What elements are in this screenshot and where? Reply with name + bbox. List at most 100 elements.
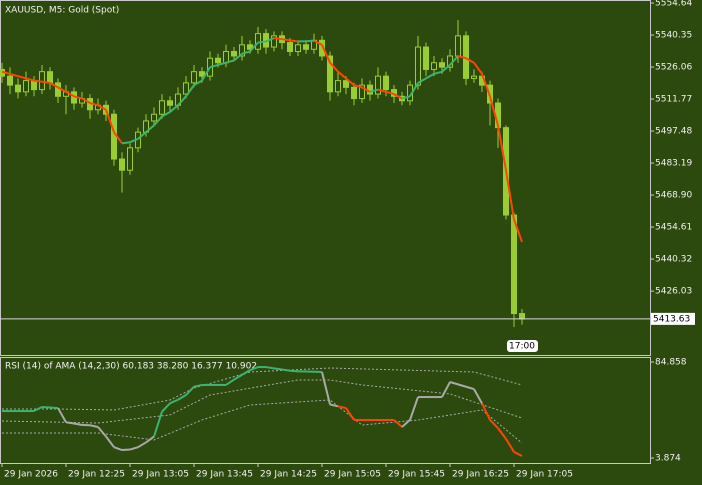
ama-segment [129, 137, 139, 144]
rsi-segment [97, 426, 107, 438]
rsi-segment [225, 378, 235, 386]
ama-segment [329, 62, 339, 73]
ama-segment [457, 55, 467, 60]
ama-segment [209, 63, 219, 69]
rsi-segment [153, 411, 163, 437]
rsi-segment [465, 385, 475, 391]
rsi-segment [105, 435, 115, 448]
ama-segment [369, 88, 379, 93]
y-tick-label: 84.858 [655, 358, 687, 368]
ama-segment [49, 81, 59, 89]
ama-segment [393, 93, 403, 100]
y-tick-label: 5468.90 [655, 191, 692, 201]
rsi-segment [129, 446, 139, 451]
rsi-segment [73, 422, 83, 427]
candle-body [127, 147, 133, 171]
ama-segment [433, 70, 443, 75]
candle-body [439, 62, 445, 68]
y-tick-label: 5554.64 [655, 0, 692, 9]
rsi-segment [393, 419, 403, 428]
band-line [2, 399, 523, 444]
rsi-segment [177, 394, 187, 401]
rsi-segment [345, 407, 355, 421]
ama-segment [321, 44, 331, 64]
ama-segment [281, 38, 291, 42]
ama-segment [233, 52, 243, 62]
ama-segment [225, 59, 235, 64]
ama-segment [265, 37, 275, 43]
candle-body [15, 84, 21, 93]
rsi-segment [145, 435, 155, 444]
rsi-segment [169, 398, 179, 405]
rsi-segment [65, 421, 75, 425]
candle-body [271, 35, 277, 48]
ama-segment [153, 115, 163, 127]
candle-body [23, 80, 29, 93]
rsi-segment [409, 396, 419, 421]
x-tick-label: 29 Jan 15:05 [324, 470, 381, 480]
y-tick-label: 5440.32 [655, 255, 692, 265]
candle-body [311, 39, 317, 50]
ama-segment [217, 61, 227, 66]
candle-body [359, 84, 365, 100]
x-tick-label: 29 Jan 2026 [4, 470, 58, 480]
main-panel [0, 0, 651, 356]
x-tick-label: 29 Jan 15:45 [388, 470, 445, 480]
candle-body [511, 214, 517, 315]
candle-body [55, 82, 61, 97]
rsi-segment [321, 371, 331, 405]
rsi-segment [505, 438, 515, 453]
ama-segment [57, 86, 67, 93]
candle-body [383, 75, 389, 91]
ama-segment [161, 111, 171, 118]
ama-segment [257, 40, 267, 44]
ama-segment [105, 109, 115, 133]
ama-segment [489, 96, 499, 126]
x-tick-label: 29 Jan 12:25 [68, 470, 125, 480]
ama-segment [177, 95, 187, 106]
y-tick-label: 5454.61 [655, 223, 692, 233]
ama-segment [505, 170, 515, 220]
rsi-panel [0, 357, 651, 464]
ama-segment [353, 84, 363, 89]
rsi-segment [273, 367, 283, 371]
ama-segment [401, 95, 411, 100]
rsi-segment [489, 419, 499, 429]
candle-body [151, 113, 157, 122]
rsi-segment [193, 383, 203, 388]
ama-segment [473, 62, 483, 75]
y-tick-label: 3.874 [655, 454, 681, 464]
rsi-segment [289, 369, 299, 373]
chart-title: XAUUSD, M5: Gold (Spot) [5, 6, 119, 16]
ama-segment [121, 141, 131, 145]
ama-segment [345, 77, 355, 86]
ama-segment [113, 131, 123, 144]
rsi-segment [449, 381, 459, 386]
candle-body [351, 86, 357, 100]
ama-segment [137, 131, 147, 140]
rsi-segment [49, 406, 59, 410]
ama-segment [1, 70, 11, 75]
ama-segment [193, 79, 203, 86]
ama-segment [409, 82, 419, 97]
rsi-segment [161, 402, 171, 413]
x-tick-label: 29 Jan 16:25 [452, 470, 509, 480]
ama-segment [289, 39, 299, 43]
ama-segment [17, 75, 27, 80]
rsi-segment [33, 406, 43, 412]
ama-segment [361, 86, 371, 93]
ama-segment [81, 97, 91, 104]
ama-segment [449, 55, 459, 66]
rsi-segment [249, 366, 259, 372]
candle-body [415, 46, 421, 86]
candle-body [199, 71, 205, 77]
candle-body [47, 71, 53, 84]
candle-body [471, 75, 477, 79]
y-tick-label: 5497.48 [655, 127, 692, 137]
rsi-segment [457, 383, 467, 388]
x-tick-label: 29 Jan 14:25 [260, 470, 317, 480]
rsi-segment [281, 368, 291, 372]
candle-body [231, 51, 237, 57]
rsi-segment [113, 446, 123, 451]
